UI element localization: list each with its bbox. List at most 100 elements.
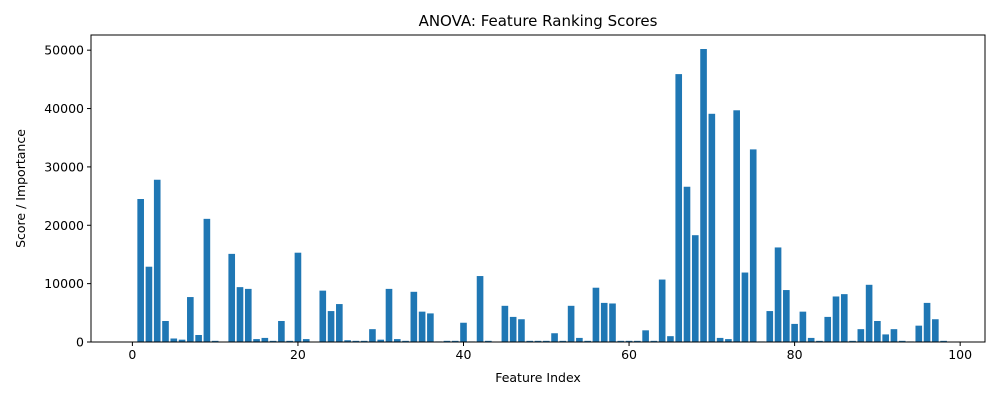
bar xyxy=(269,340,277,342)
bar xyxy=(882,334,889,342)
bar xyxy=(402,340,409,342)
bar xyxy=(236,287,244,342)
y-ticks-group: 0 10000 20000 30000 40000 50000 xyxy=(44,43,91,350)
bar xyxy=(327,311,335,342)
bar xyxy=(261,337,269,342)
bar xyxy=(443,340,451,342)
bar xyxy=(600,302,608,342)
bar xyxy=(625,340,633,342)
bar xyxy=(551,333,558,342)
bar xyxy=(501,305,509,342)
bar xyxy=(187,297,194,342)
bar xyxy=(642,330,649,342)
plot-frame xyxy=(90,34,986,343)
x-tick-label: 20 xyxy=(290,347,306,362)
bar xyxy=(658,279,666,342)
bar xyxy=(393,339,401,342)
bar xyxy=(286,340,293,342)
bar xyxy=(584,340,591,342)
bar xyxy=(418,311,426,342)
y-tick-label: 0 xyxy=(76,335,84,350)
bar xyxy=(509,316,517,342)
x-tick-label: 80 xyxy=(787,347,803,362)
y-tick-label: 20000 xyxy=(44,218,84,233)
bar xyxy=(410,291,418,342)
bar xyxy=(162,320,169,342)
bar xyxy=(783,290,790,342)
bar xyxy=(476,276,484,342)
x-axis-label: Feature Index xyxy=(495,370,581,385)
x-tick-label: 40 xyxy=(456,347,472,362)
bar xyxy=(542,340,550,342)
bar xyxy=(749,149,757,342)
bar xyxy=(576,337,583,342)
bar xyxy=(675,74,683,343)
bar xyxy=(932,319,939,342)
bar xyxy=(807,337,815,342)
y-tick-label: 50000 xyxy=(44,43,84,58)
bar xyxy=(178,339,186,342)
bar xyxy=(874,320,881,342)
bar xyxy=(832,296,840,342)
bar xyxy=(195,334,202,342)
bar xyxy=(617,340,625,342)
bar xyxy=(609,303,616,342)
x-tick-label: 100 xyxy=(948,347,972,362)
bar xyxy=(898,340,906,342)
bar xyxy=(865,284,873,342)
bar xyxy=(849,340,856,342)
bar xyxy=(708,113,716,342)
bar xyxy=(460,322,467,342)
y-tick-label: 10000 xyxy=(44,276,84,291)
bar xyxy=(319,290,327,342)
bar xyxy=(691,235,699,342)
bar xyxy=(567,305,575,342)
bar xyxy=(518,319,525,342)
bar xyxy=(741,272,749,342)
bar xyxy=(534,340,542,342)
bar xyxy=(360,340,368,342)
bar xyxy=(824,316,832,342)
bar xyxy=(451,340,459,342)
bar xyxy=(774,247,782,342)
bar xyxy=(385,288,393,342)
bar xyxy=(733,110,740,342)
bars-group xyxy=(137,49,947,343)
bar xyxy=(700,49,707,343)
y-tick-label: 30000 xyxy=(44,159,84,174)
bar xyxy=(336,304,343,342)
x-ticks-group: 0 20 40 60 80 100 xyxy=(128,342,972,362)
bar xyxy=(211,340,219,342)
bar xyxy=(294,252,302,342)
bar xyxy=(650,340,658,342)
bar xyxy=(592,287,600,342)
bar xyxy=(302,339,310,342)
bar xyxy=(799,311,807,342)
bar xyxy=(352,340,360,342)
bar xyxy=(559,340,567,342)
bar xyxy=(840,294,848,342)
bar xyxy=(915,325,923,342)
bar xyxy=(344,340,351,342)
bar xyxy=(228,253,236,342)
bar xyxy=(791,323,798,342)
bar xyxy=(857,329,865,342)
bar xyxy=(667,336,674,342)
bar xyxy=(137,199,144,342)
bar xyxy=(725,339,732,342)
x-tick-label: 60 xyxy=(621,347,637,362)
bar xyxy=(940,340,947,342)
bar xyxy=(369,329,376,342)
bar xyxy=(170,338,178,342)
bar xyxy=(526,340,534,342)
bar xyxy=(890,329,898,342)
bar xyxy=(816,340,823,342)
bar xyxy=(278,320,285,342)
bar xyxy=(253,339,260,342)
bar xyxy=(377,339,385,342)
bar xyxy=(485,340,492,342)
bar xyxy=(145,266,153,342)
bar xyxy=(244,288,252,342)
chart-title: ANOVA: Feature Ranking Scores xyxy=(419,12,658,30)
